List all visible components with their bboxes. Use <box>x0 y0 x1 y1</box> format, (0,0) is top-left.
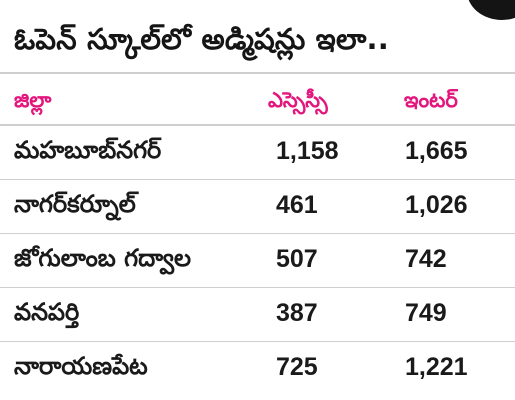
table-row: నారాయణపేట 725 1,221 <box>0 342 515 396</box>
table-row: జోగులాంబ గద్వాల 507 742 <box>0 234 515 288</box>
row-divider <box>0 179 515 180</box>
inter-count: 749 <box>405 299 447 327</box>
inter-count: 1,026 <box>405 191 468 219</box>
inter-count: 1,221 <box>405 353 468 381</box>
district-name: నారాయణపేట <box>14 352 148 380</box>
ssc-count: 725 <box>276 353 318 381</box>
row-divider <box>0 233 515 234</box>
district-name: మహబూబ్‌నగర్ <box>14 136 162 164</box>
title-divider <box>0 72 515 74</box>
table-row: వనపర్తి 387 749 <box>0 288 515 342</box>
header-inter: ఇంటర్ <box>404 88 458 112</box>
ssc-count: 1,158 <box>276 137 339 165</box>
row-divider <box>0 341 515 342</box>
district-name: నాగర్‌కర్నూల్ <box>14 190 136 218</box>
table-row: మహబూబ్‌నగర్ 1,158 1,665 <box>0 126 515 180</box>
ssc-count: 461 <box>276 191 318 219</box>
district-name: జోగులాంబ గద్వాల <box>14 244 192 272</box>
row-divider <box>0 287 515 288</box>
inter-count: 1,665 <box>405 137 468 165</box>
header-district: జిల్లా <box>14 88 52 112</box>
table-row: నాగర్‌కర్నూల్ 461 1,026 <box>0 180 515 234</box>
header-divider <box>0 124 515 126</box>
ssc-count: 507 <box>276 245 318 273</box>
header-ssc: ఎస్సెస్సీ <box>268 88 328 112</box>
district-name: వనపర్తి <box>14 298 80 326</box>
inter-count: 742 <box>405 245 447 273</box>
corner-decoration <box>467 0 515 20</box>
table-header-row <box>0 84 515 122</box>
ssc-count: 387 <box>276 299 318 327</box>
infographic-title: ఓపెన్ స్కూల్‌లో అడ్మిషన్లు ఇలా.. <box>14 22 389 56</box>
